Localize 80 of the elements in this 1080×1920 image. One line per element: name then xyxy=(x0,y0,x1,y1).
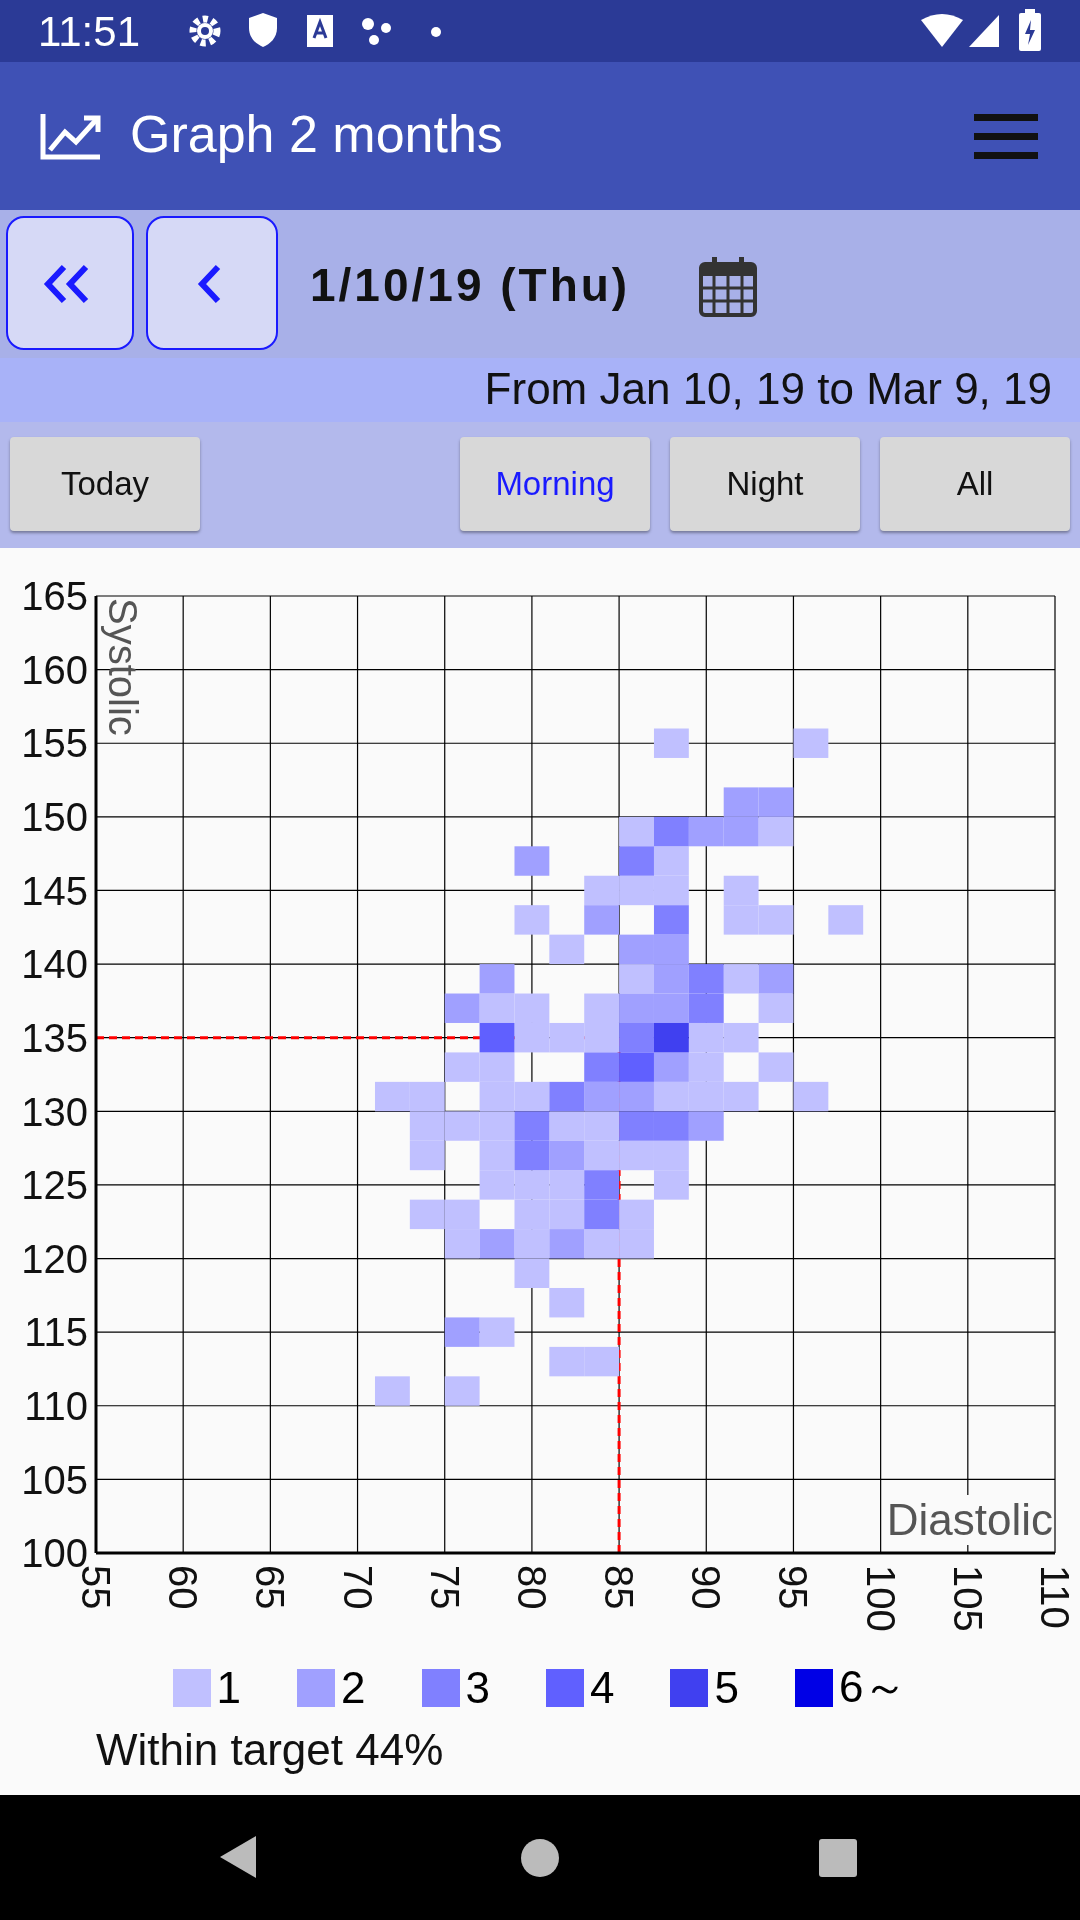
point xyxy=(653,1052,689,1082)
y-tick-label: 125 xyxy=(21,1163,88,1208)
point xyxy=(653,816,689,847)
point xyxy=(688,964,724,994)
x-tick-label: 75 xyxy=(422,1565,467,1610)
point xyxy=(479,964,515,994)
y-tick-label: 145 xyxy=(21,868,88,913)
legend-label: 4 xyxy=(590,1662,615,1713)
y-tick-label: 150 xyxy=(21,795,88,840)
point xyxy=(584,1052,620,1082)
text: 11:51 xyxy=(38,8,140,56)
x-tick-label: 85 xyxy=(597,1565,642,1610)
point xyxy=(653,905,689,935)
point xyxy=(549,1081,585,1112)
chart-subtitle: From Jan 10, 19 to Mar 9, 19 xyxy=(484,364,1052,414)
legend-label: 2 xyxy=(341,1662,366,1713)
legend-label: 3 xyxy=(465,1662,490,1713)
text: 1/10/19 (Thu) xyxy=(310,258,631,312)
point xyxy=(549,1140,585,1171)
x-tick-label: 65 xyxy=(248,1565,293,1610)
legend-label: 5 xyxy=(714,1662,739,1713)
x-tick-label: 100 xyxy=(858,1565,903,1632)
point xyxy=(549,1229,585,1259)
x-tick-label: 105 xyxy=(945,1565,990,1632)
y-tick-label: 120 xyxy=(21,1236,88,1281)
point xyxy=(619,1052,654,1082)
chart-title: Graph 2 months xyxy=(130,104,503,164)
text: Within target 44% xyxy=(96,1725,444,1775)
point xyxy=(584,1170,620,1200)
point xyxy=(619,934,654,965)
y-tick-label: 155 xyxy=(21,721,88,766)
point xyxy=(758,964,794,994)
x-axis-title: Diastolic xyxy=(886,1495,1053,1545)
y-tick-label: 115 xyxy=(24,1310,88,1355)
point xyxy=(619,846,654,876)
point xyxy=(688,1111,724,1141)
point xyxy=(758,787,794,817)
legend-label: 6～ xyxy=(838,1661,908,1713)
point xyxy=(688,816,724,847)
y-tick-label: 105 xyxy=(21,1457,88,1502)
point xyxy=(514,1140,550,1171)
y-axis-title: Systolic xyxy=(100,598,145,736)
point xyxy=(619,1022,654,1053)
point xyxy=(653,934,689,965)
point xyxy=(723,816,759,847)
text: Morning xyxy=(460,437,650,531)
point xyxy=(584,905,620,935)
x-tick-label: 95 xyxy=(771,1565,816,1610)
point xyxy=(688,993,724,1023)
y-tick-label: 140 xyxy=(21,942,88,987)
text: All xyxy=(880,437,1070,531)
x-tick-label: 110 xyxy=(1033,1565,1077,1629)
y-tick-label: 130 xyxy=(21,1089,88,1134)
point xyxy=(619,1081,654,1112)
point xyxy=(619,1111,654,1141)
point xyxy=(479,1229,515,1259)
point xyxy=(619,993,654,1023)
text: Night xyxy=(670,437,860,531)
text: Today xyxy=(10,437,200,531)
y-tick-label: 160 xyxy=(21,647,88,692)
point xyxy=(584,1081,620,1112)
legend-label: 1 xyxy=(216,1662,242,1713)
point xyxy=(444,1317,480,1347)
y-tick-label: 110 xyxy=(24,1383,88,1428)
x-tick-label: 90 xyxy=(684,1565,729,1610)
point xyxy=(514,1111,550,1141)
point xyxy=(584,1199,620,1230)
point xyxy=(479,1022,515,1053)
point xyxy=(653,1022,689,1053)
point xyxy=(653,993,689,1023)
x-tick-label: 80 xyxy=(509,1565,554,1610)
x-tick-label: 60 xyxy=(161,1565,206,1610)
y-tick-label: 165 xyxy=(21,574,88,619)
point xyxy=(653,964,689,994)
x-tick-label: 70 xyxy=(335,1565,380,1610)
point xyxy=(514,846,550,876)
point xyxy=(653,1111,689,1141)
point xyxy=(723,787,759,817)
point xyxy=(444,993,480,1023)
y-tick-label: 135 xyxy=(21,1015,88,1060)
